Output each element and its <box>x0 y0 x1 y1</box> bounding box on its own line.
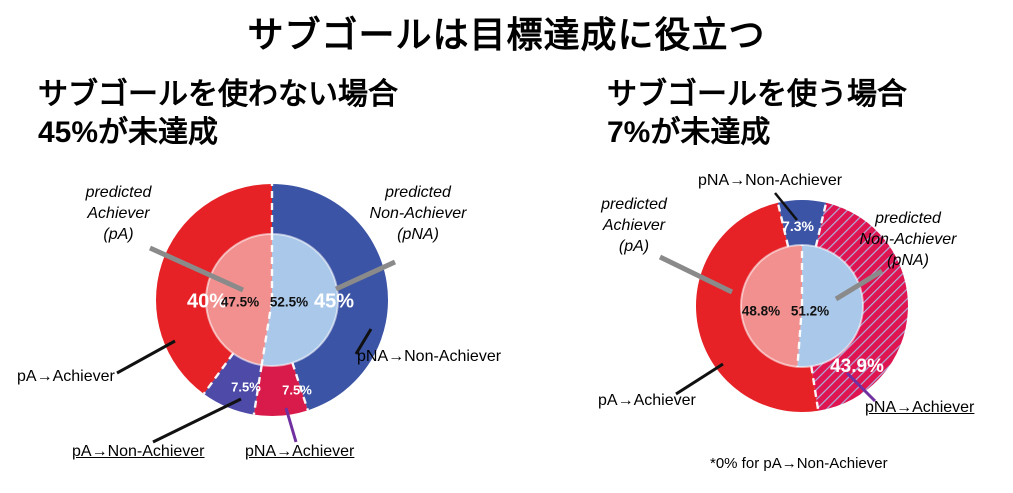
inner-separator-dash <box>796 305 804 367</box>
label-predicted-achiever: predicted Achiever (pA) <box>601 196 667 255</box>
leader-line-pna-non-achiever <box>354 328 373 355</box>
value-pna-non-achiever-pct: 7.3% <box>782 218 814 234</box>
footnote-zero-pct: *0% for pA→Non-Achiever <box>710 455 888 472</box>
ring-segment-3 <box>155 184 272 394</box>
value-pa-non-achiever-pct: 7.5% <box>231 379 261 395</box>
label-pna-achiever: pNA→Achiever <box>245 443 355 460</box>
value-pna-achiever-pct: 7.5% <box>282 382 312 398</box>
inner-wedge-0 <box>797 245 863 367</box>
ring-separator-dash <box>252 364 263 415</box>
chart-panel-no-subgoal: predicted Achiever (pA) predicted Non-Ac… <box>15 172 520 487</box>
donut-chart-with-subgoal <box>658 192 908 412</box>
label-pna-non-achiever: pNA→Non-Achiever <box>698 172 843 189</box>
value-pna-non-achiever-pct: 45% <box>313 290 355 313</box>
label-pna-non-achiever: pNA→Non-Achiever <box>357 348 502 365</box>
value-inner-pa-pct: 47.5% <box>220 294 260 310</box>
leader-line-pa-non-achiever <box>152 397 242 444</box>
ring-segment-2 <box>203 353 262 415</box>
value-inner-pna-pct: 51.2% <box>790 303 830 319</box>
inner-wedge-1 <box>741 245 802 367</box>
leader-line-pna-achiever <box>284 407 298 443</box>
value-pa-achiever-pct: 40% <box>186 290 228 313</box>
leader-line-pa-achiever <box>675 362 724 396</box>
inner-wedge-0 <box>261 234 338 366</box>
right-heading-line1: サブゴールを使う場合 <box>607 78 907 111</box>
left-heading-line1: サブゴールを使わない場合 <box>38 78 398 111</box>
value-inner-pa-pct: 48.8% <box>741 303 781 319</box>
inner-separator-dash <box>260 299 274 366</box>
ring-segment-1 <box>253 362 308 416</box>
label-pa-non-achiever: pA→Non-Achiever <box>72 443 205 460</box>
value-inner-pna-pct: 52.5% <box>269 294 309 310</box>
chart-panel-with-subgoal: pNA→Non-Achiever predicted Achiever (pA)… <box>560 170 1013 490</box>
label-pa-achiever: pA→Achiever <box>598 392 696 409</box>
leader-line-predicted-non-achiever <box>334 259 397 292</box>
label-predicted-non-achiever: predicted Non-Achiever (pNA) <box>369 184 467 243</box>
label-predicted-non-achiever: predicted Non-Achiever (pNA) <box>859 210 957 269</box>
page-title: サブゴールは目標達成に役立つ <box>247 14 766 55</box>
leader-line-predicted-achiever <box>148 245 245 293</box>
left-heading-line2: 45%が未達成 <box>38 116 219 149</box>
leader-line-predicted-achiever <box>658 254 734 295</box>
ring-separator-dash <box>810 366 820 411</box>
label-predicted-achiever: predicted Achiever (pA) <box>85 184 152 243</box>
ring-separator-dash <box>202 352 235 395</box>
right-panel-heading: サブゴールを使う場合 7%が未達成 <box>607 76 907 152</box>
leader-line-pna-non-achiever <box>774 192 798 221</box>
ring-separator-dash <box>776 202 790 247</box>
label-pa-achiever: pA→Achiever <box>17 368 115 385</box>
ring-segment-2 <box>696 202 819 412</box>
donut-chart-no-subgoal <box>116 184 397 444</box>
leader-line-pa-achiever <box>116 339 176 375</box>
left-panel-heading: サブゴールを使わない場合 45%が未達成 <box>38 76 398 152</box>
value-pna-achiever-pct: 43.9% <box>830 356 884 377</box>
leader-line-pna-achiever <box>845 371 877 403</box>
leader-line-predicted-non-achiever <box>834 268 884 302</box>
right-heading-line2: 7%が未達成 <box>607 116 771 149</box>
ring-separator-dash <box>814 202 828 247</box>
ring-separator-dash <box>291 362 309 411</box>
label-pna-achiever: pNA→Achiever <box>865 399 975 416</box>
inner-wedge-1 <box>206 234 272 366</box>
